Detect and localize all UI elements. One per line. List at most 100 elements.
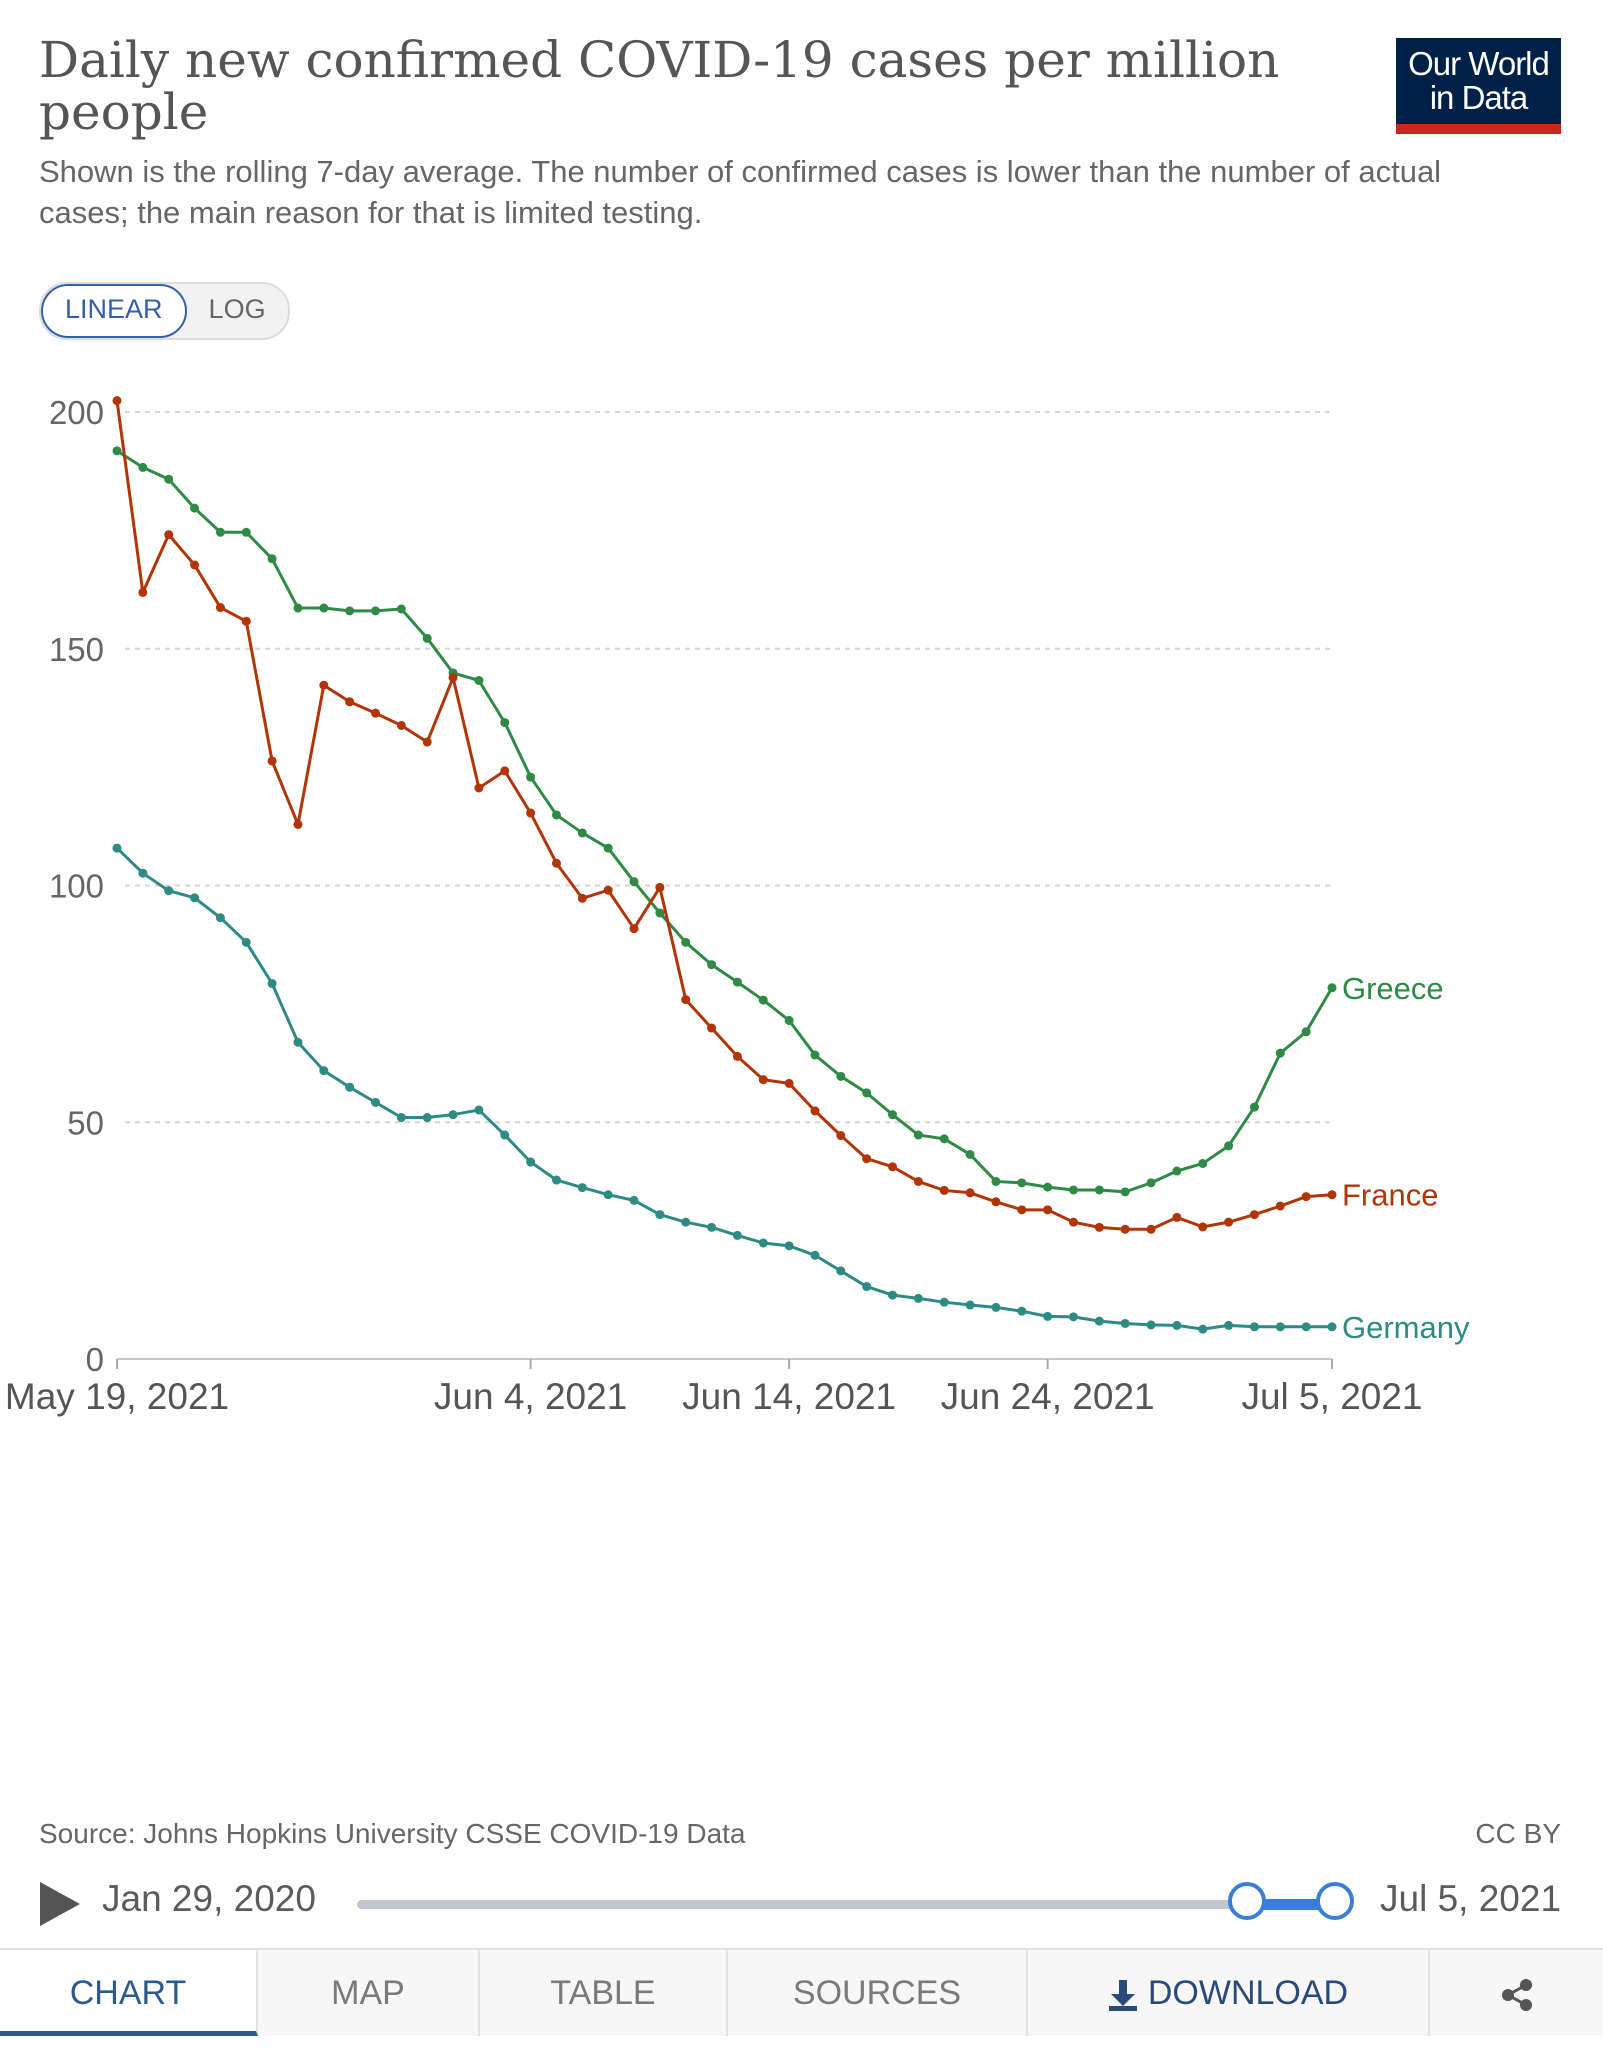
y-tick-label: 150 [49,631,104,668]
data-point-greece [474,675,484,685]
data-point-greece [396,604,406,614]
data-point-germany [1146,1320,1156,1330]
share-icon [1501,1979,1532,2012]
data-point-germany [1094,1316,1104,1326]
chart-title: Daily new confirmed COVID-19 cases per m… [39,31,1280,141]
data-point-greece [784,1015,794,1025]
data-point-germany [164,886,174,896]
tab-chart[interactable]: CHART [0,1950,258,2036]
data-point-greece [1198,1158,1208,1168]
data-point-germany [939,1297,949,1307]
x-tick-label: Jun 4, 2021 [434,1376,627,1417]
data-point-germany [293,1037,303,1047]
axis-layer: 0 50 100 150 200 May 19, 2021 Jun 4, 2021 Jun 1… [5,394,1423,1417]
data-point-france [1094,1222,1104,1232]
data-point-germany [888,1290,898,1300]
data-point-greece [215,527,225,537]
data-point-greece [577,828,587,838]
data-point-france [422,737,432,747]
series-line-france [115,400,1333,1231]
source-note: Source: Johns Hopkins University CSSE CO… [39,1818,746,1849]
data-point-germany [112,843,122,853]
data-point-greece [836,1071,846,1081]
data-point-germany [215,913,225,923]
data-point-france [836,1131,846,1141]
data-point-greece [939,1134,949,1144]
data-point-france [1198,1222,1208,1232]
data-point-germany [862,1282,872,1292]
data-point-france [784,1078,794,1088]
timeline-end-label: Jul 5, 2021 [1380,1878,1562,1919]
data-point-germany [603,1190,613,1200]
data-point-germany [758,1238,768,1248]
tab-table[interactable]: TABLE [480,1950,728,2036]
timeline-start-handle[interactable] [1228,1882,1266,1920]
data-point-france [1043,1205,1053,1215]
data-point-germany [1068,1312,1078,1322]
data-point-france [190,560,200,570]
y-tick-label: 0 [86,1341,104,1378]
series-label-germany: Germany [1342,1310,1470,1345]
label-layer: Greece France Germany [1342,971,1470,1345]
data-point-greece [112,446,122,456]
download-label: DOWNLOAD [1147,1974,1349,2012]
data-point-france [500,766,510,776]
data-point-germany [1301,1322,1311,1332]
data-point-france [1301,1192,1311,1202]
play-icon[interactable] [40,1882,80,1926]
data-point-france [1275,1201,1285,1211]
series-line-germany [115,847,1332,1331]
x-tick-label: Jul 5, 2021 [1241,1376,1422,1417]
y-tick-label: 50 [67,1104,104,1141]
linear-scale-button[interactable]: LINEAR [41,284,187,338]
data-point-germany [1017,1306,1027,1316]
data-point-france [112,396,122,406]
data-point-germany [551,1175,561,1185]
x-tick-label: Jun 14, 2021 [682,1376,896,1417]
data-point-germany [1275,1322,1285,1332]
data-point-greece [319,603,329,613]
logo-bar [1396,124,1561,134]
data-point-greece [1068,1185,1078,1195]
data-point-germany [1224,1320,1234,1330]
data-point-greece [888,1110,898,1120]
tab-bar: CHART MAP TABLE SOURCES DOWNLOAD [0,1948,1603,2036]
data-point-germany [784,1241,794,1251]
share-button[interactable] [1430,1950,1603,2036]
data-point-germany [655,1210,665,1220]
data-point-germany [345,1082,355,1092]
y-tick-label: 100 [49,868,104,905]
data-point-germany [1249,1322,1259,1332]
data-point-france [888,1162,898,1172]
data-point-germany [1327,1322,1337,1332]
data-point-france [991,1197,1001,1207]
data-point-greece [758,995,768,1005]
data-point-france [267,756,277,766]
grid-layer [125,411,1332,1124]
license-link[interactable]: CC BY [1475,1818,1561,1849]
data-point-germany [474,1105,484,1115]
data-point-france [1327,1190,1337,1200]
log-scale-button[interactable]: LOG [208,294,266,324]
owid-logo[interactable]: Our World in Data [1396,38,1561,134]
data-point-germany [422,1113,432,1123]
data-point-france [1249,1210,1259,1220]
data-point-greece [681,937,691,947]
data-point-greece [603,843,613,853]
data-point-greece [862,1088,872,1098]
data-point-greece [345,606,355,616]
tab-download[interactable]: DOWNLOAD [1028,1950,1430,2036]
tab-sources[interactable]: SOURCES [728,1950,1028,2036]
data-point-germany [707,1222,717,1232]
data-point-france [371,708,381,718]
timeline-end-handle[interactable] [1316,1882,1354,1920]
data-point-germany [371,1097,381,1107]
data-point-greece [1327,983,1337,993]
line-chart: 0 50 100 150 200 May 19, 2021 Jun 4, 2021 Jun 1… [5,394,1470,1417]
data-point-germany [836,1266,846,1276]
data-point-germany [577,1183,587,1193]
data-point-france [138,587,148,597]
data-point-france [551,858,561,868]
tab-map[interactable]: MAP [258,1950,480,2036]
timeline-track[interactable] [357,1900,1337,1909]
